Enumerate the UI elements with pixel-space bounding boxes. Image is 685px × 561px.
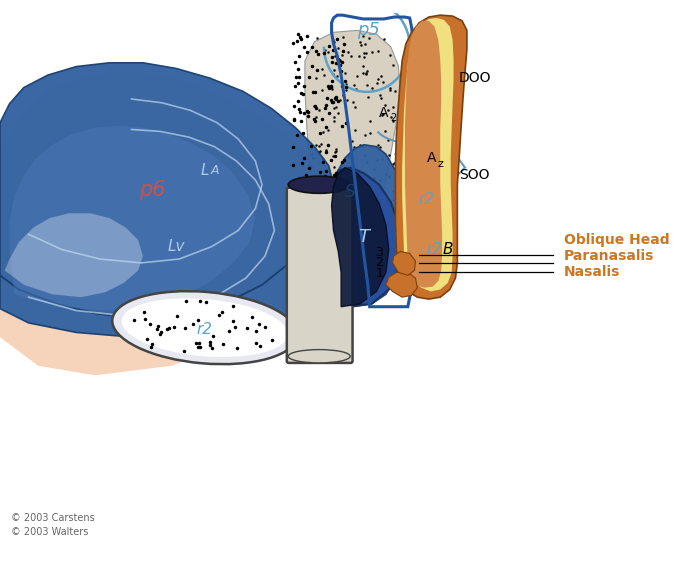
Text: r2: r2	[197, 322, 213, 337]
Polygon shape	[405, 21, 442, 288]
Polygon shape	[395, 15, 467, 299]
Ellipse shape	[288, 176, 350, 194]
Text: p5: p5	[358, 21, 380, 39]
Text: SOO: SOO	[459, 168, 490, 182]
Text: z: z	[437, 159, 443, 169]
Ellipse shape	[288, 350, 350, 363]
Polygon shape	[332, 168, 389, 307]
Text: S: S	[345, 183, 356, 201]
Text: Lv: Lv	[168, 239, 185, 254]
Text: 1: 1	[375, 267, 383, 280]
Polygon shape	[305, 30, 400, 266]
Polygon shape	[402, 18, 453, 292]
Text: L: L	[200, 163, 209, 178]
Text: 2: 2	[390, 113, 397, 123]
FancyBboxPatch shape	[287, 187, 353, 363]
Text: © 2003 Carstens: © 2003 Carstens	[12, 513, 95, 523]
Polygon shape	[0, 63, 334, 318]
Polygon shape	[386, 273, 417, 297]
Text: Oblique Head: Oblique Head	[564, 233, 670, 247]
Ellipse shape	[122, 298, 288, 357]
Text: A: A	[210, 164, 219, 177]
Text: © 2003 Walters: © 2003 Walters	[12, 527, 89, 536]
Polygon shape	[5, 213, 143, 297]
Text: r2: r2	[419, 191, 435, 206]
Text: p6: p6	[139, 180, 166, 200]
Text: T: T	[358, 228, 369, 246]
Text: DOO: DOO	[458, 71, 490, 85]
Text: Nasalis: Nasalis	[564, 265, 621, 279]
Text: r2: r2	[427, 242, 443, 257]
Polygon shape	[0, 70, 395, 375]
Ellipse shape	[112, 291, 297, 364]
Text: B: B	[443, 242, 453, 257]
Text: 3: 3	[375, 246, 383, 259]
Polygon shape	[0, 145, 405, 337]
Text: A: A	[427, 151, 436, 165]
Text: 2: 2	[375, 256, 383, 269]
Polygon shape	[10, 126, 256, 311]
Polygon shape	[329, 168, 400, 307]
Text: Paranasalis: Paranasalis	[564, 249, 654, 263]
Text: A: A	[379, 106, 388, 120]
Polygon shape	[393, 251, 415, 275]
